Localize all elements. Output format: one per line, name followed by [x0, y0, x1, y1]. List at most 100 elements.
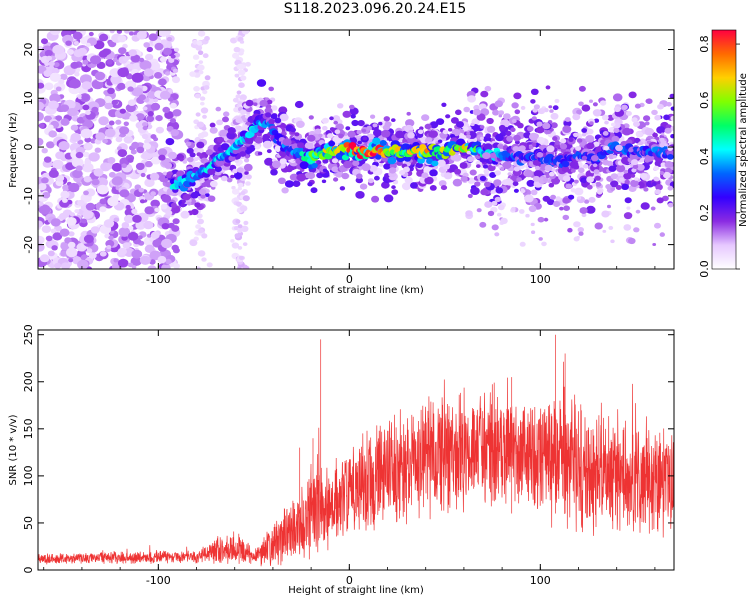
spectrogram-cell: [470, 122, 475, 127]
spectrogram-cell: [41, 177, 49, 184]
spectrogram-cell: [626, 206, 631, 210]
spectrogram-cell: [424, 176, 434, 185]
spectrogram-cell: [170, 129, 179, 137]
spectrogram-cell: [498, 110, 505, 116]
spectrogram-cell: [581, 128, 588, 133]
spectrogram-cell: [237, 224, 243, 229]
spectrogram-cell: [74, 209, 80, 214]
spectrogram-cell: [561, 165, 570, 173]
spectrogram-cell: [623, 212, 633, 220]
spectrogram-cell: [369, 164, 378, 172]
spectrogram-cell: [667, 202, 674, 208]
spectrogram-cell: [38, 204, 51, 215]
spectrogram-cell: [117, 149, 128, 158]
spectrogram-cell: [329, 116, 334, 121]
colorbar-tick-label: 0.2: [698, 204, 711, 222]
spectrogram-cell: [154, 207, 160, 212]
spectrogram-cell: [524, 194, 534, 203]
spectrogram-cell: [86, 248, 93, 254]
spectrogram-cell: [141, 133, 149, 140]
spectrogram-cell: [85, 202, 95, 211]
spectrogram-cell: [423, 166, 432, 174]
page-title: S118.2023.096.20.24.E15: [283, 1, 467, 17]
spectrogram-cell: [234, 73, 240, 78]
spectrogram-cell: [565, 183, 573, 189]
spectrogram-cell: [94, 71, 106, 81]
spectrogram-cell: [138, 187, 145, 193]
spectrogram-cell: [51, 245, 58, 251]
spectrogram-cell: [456, 138, 466, 146]
spectrogram-cell: [231, 188, 240, 195]
spectrogram-cell: [495, 187, 504, 194]
spectrogram-cell: [362, 136, 368, 141]
spectrogram-y-tick-label: 0: [22, 144, 35, 151]
spectrogram-cell: [395, 130, 405, 139]
spectrogram-cell: [530, 88, 539, 96]
spectrogram-cell: [161, 223, 170, 230]
spectrogram-cell: [146, 115, 155, 122]
spectrogram-cell: [615, 185, 622, 190]
spectrogram-cell: [195, 224, 202, 230]
spectrogram-cell: [537, 216, 545, 223]
spectrogram-cell: [670, 134, 674, 139]
spectrogram-cell: [150, 134, 157, 140]
spectrogram-cell: [406, 111, 411, 116]
spectrogram-cell: [200, 101, 205, 106]
spectrogram-cell: [194, 202, 201, 208]
spectrogram-cell: [180, 210, 190, 219]
spectrogram-cell: [264, 107, 273, 114]
spectrogram-cell: [479, 175, 487, 182]
spectrogram-cell: [86, 143, 92, 148]
spectrogram-cell: [659, 137, 665, 142]
spectrogram-cell: [654, 222, 661, 229]
spectrogram-cell: [357, 120, 365, 127]
spectrogram-cell: [581, 132, 587, 137]
spectrogram-cell: [429, 169, 438, 177]
spectrogram-cell: [592, 109, 602, 117]
spectrogram-cell: [90, 55, 101, 65]
spectrogram-cell: [198, 132, 205, 139]
spectrogram-cell: [234, 159, 239, 164]
spectrogram-cell: [454, 168, 462, 175]
spectrogram-cell: [322, 168, 328, 173]
spectrogram-y-axis-label: Frequency (Hz): [8, 112, 19, 188]
spectrogram-cell: [460, 175, 468, 182]
spectrogram-cell: [615, 144, 623, 152]
spectrogram-cell: [46, 141, 55, 149]
spectrogram-cell: [265, 112, 272, 118]
spectrogram-cell: [123, 135, 133, 144]
spectrogram-cell: [383, 116, 390, 122]
spectrogram-cell: [304, 141, 314, 150]
spectrogram-cell: [610, 187, 616, 191]
spectrogram-cell: [238, 82, 245, 88]
spectrogram-cell: [58, 79, 65, 85]
spectrogram-cell: [663, 114, 670, 121]
spectrogram-cell: [554, 98, 560, 104]
spectrogram-cell: [99, 33, 109, 42]
spectrogram-cell: [147, 111, 154, 117]
snr-y-tick-label: 200: [22, 371, 35, 392]
spectrogram-cell: [332, 115, 341, 122]
spectrogram-cell: [421, 172, 429, 179]
spectrogram-cell: [578, 231, 584, 236]
spectrogram-cell: [96, 184, 109, 195]
spectrogram-cell: [524, 169, 534, 178]
spectrogram-cell: [349, 104, 355, 110]
spectrogram-cell: [489, 152, 497, 159]
spectrogram-cell: [82, 151, 90, 158]
spectrogram-cell: [60, 250, 68, 257]
spectrogram-cell: [342, 110, 352, 118]
spectrogram-cell: [337, 103, 344, 109]
spectrogram-cell: [130, 149, 137, 155]
spectrogram-cell: [512, 181, 519, 187]
spectrogram-cell: [307, 182, 313, 187]
spectrogram-cell: [483, 143, 493, 151]
spectrogram-cell: [663, 171, 671, 179]
spectrogram-cell: [500, 166, 505, 171]
spectrogram-cell: [633, 121, 640, 127]
spectrogram-cell: [38, 235, 45, 245]
spectrogram-cell: [569, 161, 579, 169]
spectrogram-cell: [429, 185, 437, 191]
spectrogram-cell: [486, 125, 496, 133]
spectrogram-cell: [538, 237, 543, 241]
